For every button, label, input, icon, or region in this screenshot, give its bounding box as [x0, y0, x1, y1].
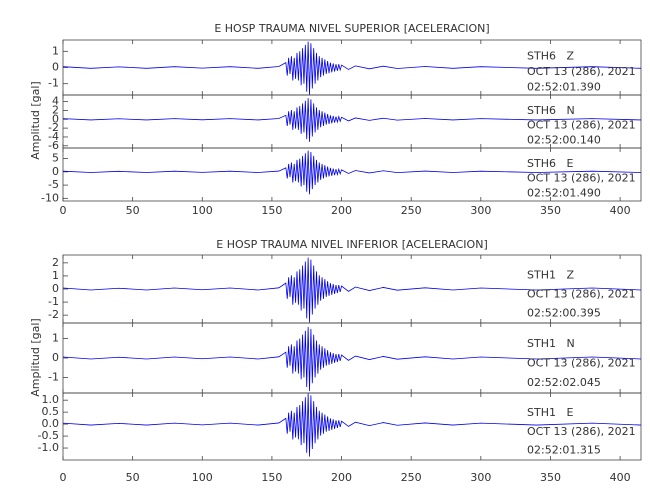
time-label: 02:52:00.140 — [527, 134, 601, 147]
y-tick-label: 0 — [52, 61, 59, 74]
y-tick-label: 0 — [52, 351, 59, 364]
y-tick-label: -2 — [48, 308, 59, 321]
x-tick-label: 150 — [261, 204, 282, 217]
waveform — [63, 257, 641, 323]
x-tick-label: 300 — [470, 204, 491, 217]
group-title: E HOSP TRAUMA NIVEL INFERIOR [ACELERACIO… — [216, 238, 487, 251]
y-tick-label: 2 — [52, 103, 59, 116]
y-tick-label: -1 — [48, 295, 59, 308]
time-label: 02:52:00.395 — [527, 306, 601, 319]
y-tick-label: -1 — [48, 77, 59, 90]
x-tick-label: 200 — [331, 471, 352, 484]
y-tick-label: 1 — [52, 269, 59, 282]
x-tick-label: 250 — [401, 471, 422, 484]
station-label: STH6 Z — [527, 50, 574, 63]
y-tick-label: -6 — [48, 139, 59, 152]
x-tick-label: 350 — [540, 204, 561, 217]
y-tick-label: -10 — [41, 191, 59, 204]
x-tick-label: 0 — [60, 471, 67, 484]
station-label: STH1 E — [527, 406, 573, 419]
group-title: E HOSP TRAUMA NIVEL SUPERIOR [ACELERACIO… — [214, 22, 489, 35]
time-label: 02:52:01.315 — [527, 444, 601, 457]
x-tick-label: 100 — [192, 471, 213, 484]
x-tick-label: 350 — [540, 471, 561, 484]
y-tick-label: -1 — [48, 370, 59, 383]
station-label: STH1 N — [527, 337, 575, 350]
station-label: STH6 N — [527, 104, 575, 117]
y-tick-label: 0 — [52, 165, 59, 178]
y-tick-label: -2 — [48, 121, 59, 134]
x-tick-label: 0 — [60, 204, 67, 217]
y-tick-label: -5 — [48, 178, 59, 191]
time-label: 02:52:02.045 — [527, 376, 601, 389]
x-tick-label: 50 — [126, 471, 140, 484]
y-tick-label: -4 — [48, 130, 59, 143]
x-tick-label: 200 — [331, 204, 352, 217]
x-tick-label: 250 — [401, 204, 422, 217]
x-tick-label: 50 — [126, 204, 140, 217]
panel-frame — [62, 147, 642, 202]
date-label: OCT 13 (286), 2021 — [527, 287, 636, 300]
date-label: OCT 13 (286), 2021 — [527, 65, 636, 78]
waveform — [63, 41, 641, 95]
panel-frame — [62, 392, 642, 461]
y-tick-label: 1 — [52, 44, 59, 57]
y-tick-label: 0 — [52, 112, 59, 125]
x-tick-label: 150 — [261, 471, 282, 484]
x-tick-label: 300 — [470, 471, 491, 484]
date-label: OCT 13 (286), 2021 — [527, 425, 636, 438]
y-tick-label: 2 — [52, 256, 59, 269]
y-tick-label: -1.0 — [38, 441, 59, 454]
time-label: 02:52:01.490 — [527, 187, 601, 200]
y-tick-label: 0 — [52, 282, 59, 295]
station-label: STH1 Z — [527, 268, 574, 281]
waveform — [63, 393, 641, 457]
waveform — [63, 98, 641, 142]
y-axis-label: Amplitud [gal] — [29, 81, 42, 159]
x-tick-label: 100 — [192, 204, 213, 217]
time-label: 02:52:01.390 — [527, 80, 601, 93]
y-tick-label: 4 — [52, 95, 59, 108]
waveform — [63, 326, 641, 392]
y-tick-label: 0.0 — [42, 417, 60, 430]
date-label: OCT 13 (286), 2021 — [527, 357, 636, 370]
date-label: OCT 13 (286), 2021 — [527, 172, 636, 185]
date-label: OCT 13 (286), 2021 — [527, 119, 636, 132]
station-label: STH6 E — [527, 157, 573, 170]
y-tick-label: 5 — [52, 152, 59, 165]
y-tick-label: 0.5 — [42, 405, 60, 418]
x-tick-label: 400 — [610, 471, 631, 484]
x-tick-label: 400 — [610, 204, 631, 217]
y-tick-label: 1.0 — [42, 393, 60, 406]
y-tick-label: -0.5 — [38, 429, 59, 442]
y-axis-label: Amplitud [gal] — [29, 318, 42, 396]
waveform — [63, 150, 641, 195]
y-tick-label: 1 — [52, 332, 59, 345]
